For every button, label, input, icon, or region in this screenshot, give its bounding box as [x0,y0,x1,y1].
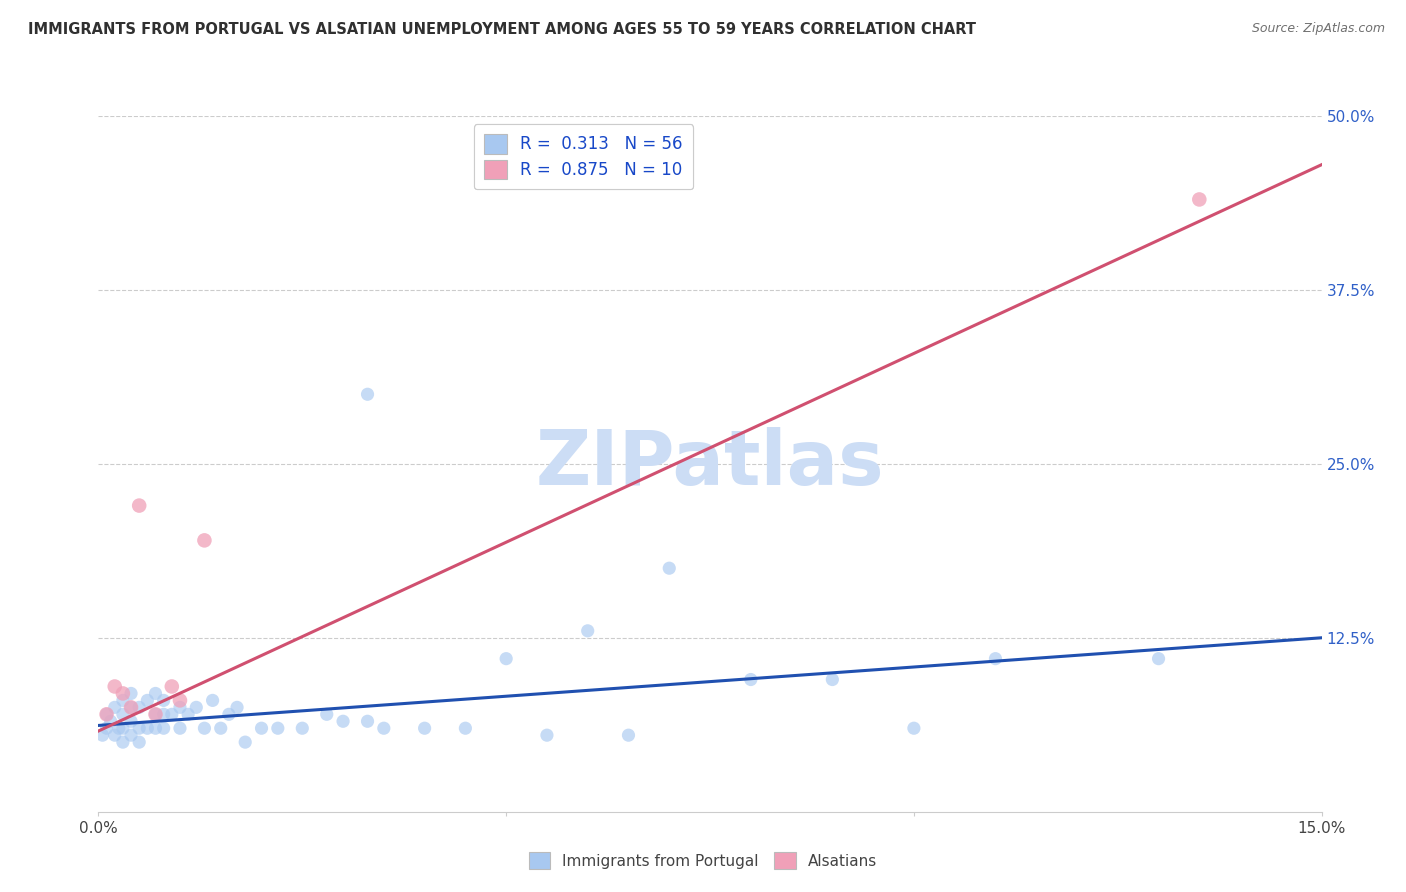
Point [169,721,191,735]
Point [128,700,150,714]
Point [120,728,142,742]
Point [128,721,150,735]
Point [413,721,436,735]
Point [128,735,150,749]
Point [120,700,142,714]
Point [104,680,127,694]
Point [186,700,208,714]
Point [128,499,150,513]
Point [291,721,314,735]
Point [111,686,134,700]
Point [111,735,134,749]
Point [136,721,159,735]
Point [145,686,167,700]
Point [233,735,256,749]
Text: Source: ZipAtlas.com: Source: ZipAtlas.com [1251,22,1385,36]
Point [454,721,477,735]
Point [108,721,131,735]
Point [145,721,167,735]
Point [111,721,134,735]
Point [903,721,925,735]
Point [356,387,378,401]
Point [315,707,337,722]
Point [120,700,142,714]
Point [495,651,517,665]
Point [332,714,354,729]
Point [104,700,127,714]
Point [111,707,134,722]
Point [96,721,118,735]
Point [169,700,191,714]
Text: IMMIGRANTS FROM PORTUGAL VS ALSATIAN UNEMPLOYMENT AMONG AGES 55 TO 59 YEARS CORR: IMMIGRANTS FROM PORTUGAL VS ALSATIAN UNE… [28,22,976,37]
Point [160,680,183,694]
Point [145,707,167,722]
Point [136,693,159,707]
Point [1147,651,1170,665]
Point [1188,193,1211,207]
Point [152,707,174,722]
Point [218,707,240,722]
Point [100,714,122,729]
Point [209,721,232,735]
Point [226,700,249,714]
Point [201,693,224,707]
Point [145,707,167,722]
Point [821,673,844,687]
Point [96,707,118,722]
Point [120,686,142,700]
Text: ZIPatlas: ZIPatlas [536,427,884,500]
Point [152,693,174,707]
Point [160,707,183,722]
Point [111,693,134,707]
Point [576,624,599,638]
Point [96,707,118,722]
Point [984,651,1007,665]
Point [250,721,273,735]
Legend: R =  0.313   N = 56, R =  0.875   N = 10: R = 0.313 N = 56, R = 0.875 N = 10 [474,124,693,189]
Point [356,714,378,729]
Point [177,707,200,722]
Point [373,721,395,735]
Point [193,721,215,735]
Point [152,721,174,735]
Point [91,728,114,742]
Point [267,721,290,735]
Legend: Immigrants from Portugal, Alsatians: Immigrants from Portugal, Alsatians [523,846,883,875]
Point [169,693,191,707]
Point [120,714,142,729]
Point [740,673,762,687]
Point [193,533,215,548]
Point [617,728,640,742]
Point [536,728,558,742]
Point [104,728,127,742]
Point [658,561,681,575]
